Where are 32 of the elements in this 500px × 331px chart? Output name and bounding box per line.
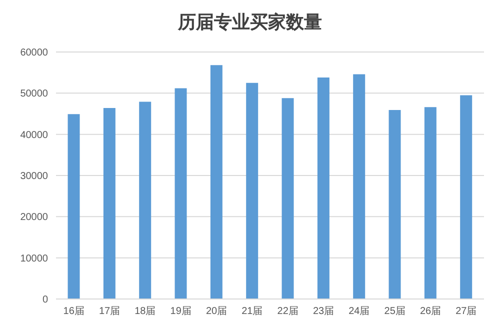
bar <box>353 74 366 299</box>
bar <box>68 114 80 299</box>
x-tick-label: 27届 <box>456 306 477 318</box>
x-tick-label: 16届 <box>63 306 84 318</box>
x-tick-label: 21届 <box>242 306 263 318</box>
x-tick-label: 26届 <box>420 306 442 318</box>
y-tick-label: 0 <box>42 294 48 306</box>
x-tick-label: 17届 <box>98 306 120 318</box>
bar <box>388 110 401 299</box>
x-tick-label: 23届 <box>312 306 334 318</box>
bar <box>210 65 222 299</box>
x-tick-label: 25届 <box>384 306 406 318</box>
y-tick-label: 10000 <box>20 253 48 264</box>
x-tick-label: 19届 <box>170 306 192 318</box>
bar <box>282 98 294 299</box>
x-tick-label: 22届 <box>277 306 298 318</box>
x-tick-label: 20届 <box>206 306 228 318</box>
x-tick-label: 18届 <box>134 306 156 318</box>
y-tick-label: 60000 <box>20 48 48 59</box>
x-tick-label: 24届 <box>348 306 370 318</box>
y-tick-label: 30000 <box>20 171 48 182</box>
bar <box>460 95 472 299</box>
bar <box>174 88 187 299</box>
bar <box>246 82 258 299</box>
bar <box>317 78 330 299</box>
y-tick-label: 50000 <box>20 88 48 100</box>
chart-title: 历届专业买家数量 <box>176 11 323 35</box>
bar <box>139 102 152 299</box>
bar <box>424 107 436 299</box>
y-tick-label: 40000 <box>20 130 48 141</box>
bar <box>103 108 116 299</box>
y-tick-label: 20000 <box>20 212 48 224</box>
